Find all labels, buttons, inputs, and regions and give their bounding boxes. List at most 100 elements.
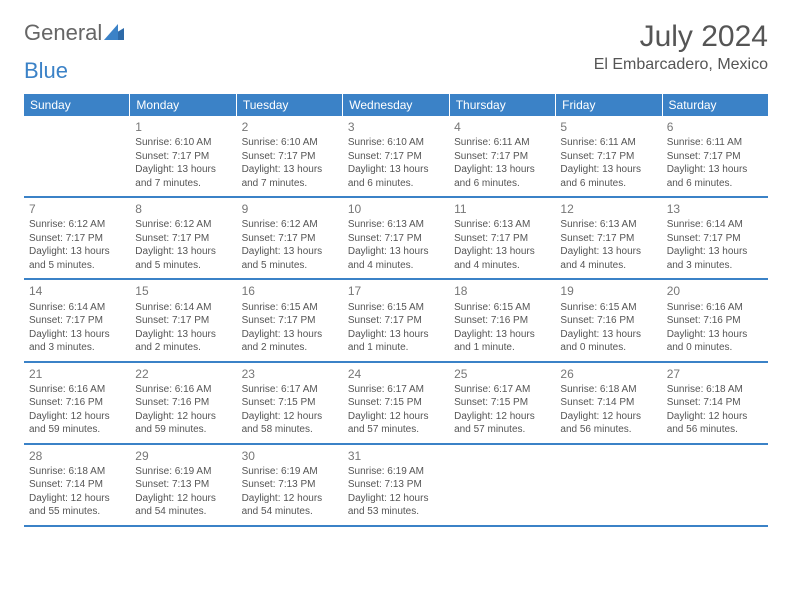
day-cell: 9Sunrise: 6:12 AMSunset: 7:17 PMDaylight… bbox=[237, 198, 343, 278]
day-number: 12 bbox=[560, 201, 656, 217]
day-number: 28 bbox=[29, 448, 125, 464]
sunrise-text: Sunrise: 6:13 AM bbox=[454, 218, 550, 232]
day-cell: 20Sunrise: 6:16 AMSunset: 7:16 PMDayligh… bbox=[662, 280, 768, 360]
sunrise-text: Sunrise: 6:11 AM bbox=[667, 136, 763, 150]
sunset-text: Sunset: 7:15 PM bbox=[454, 396, 550, 410]
day-cell bbox=[555, 445, 661, 525]
day-cell bbox=[24, 116, 130, 196]
sunset-text: Sunset: 7:17 PM bbox=[560, 150, 656, 164]
day-number: 5 bbox=[560, 119, 656, 135]
week-row: 28Sunrise: 6:18 AMSunset: 7:14 PMDayligh… bbox=[24, 445, 768, 527]
sunrise-text: Sunrise: 6:15 AM bbox=[454, 301, 550, 315]
day-header-sunday: Sunday bbox=[24, 94, 130, 116]
day-number: 26 bbox=[560, 366, 656, 382]
daylight-text: Daylight: 12 hours and 54 minutes. bbox=[135, 492, 231, 519]
sunset-text: Sunset: 7:17 PM bbox=[242, 314, 338, 328]
day-cell: 25Sunrise: 6:17 AMSunset: 7:15 PMDayligh… bbox=[449, 363, 555, 443]
sunrise-text: Sunrise: 6:11 AM bbox=[560, 136, 656, 150]
week-row: 7Sunrise: 6:12 AMSunset: 7:17 PMDaylight… bbox=[24, 198, 768, 280]
sunrise-text: Sunrise: 6:13 AM bbox=[560, 218, 656, 232]
sunset-text: Sunset: 7:16 PM bbox=[29, 396, 125, 410]
day-cell: 30Sunrise: 6:19 AMSunset: 7:13 PMDayligh… bbox=[237, 445, 343, 525]
day-cell: 27Sunrise: 6:18 AMSunset: 7:14 PMDayligh… bbox=[662, 363, 768, 443]
day-cell: 19Sunrise: 6:15 AMSunset: 7:16 PMDayligh… bbox=[555, 280, 661, 360]
day-number: 17 bbox=[348, 283, 444, 299]
sunset-text: Sunset: 7:17 PM bbox=[135, 314, 231, 328]
day-number: 7 bbox=[29, 201, 125, 217]
sunrise-text: Sunrise: 6:12 AM bbox=[242, 218, 338, 232]
sunset-text: Sunset: 7:17 PM bbox=[454, 232, 550, 246]
day-number: 18 bbox=[454, 283, 550, 299]
sunrise-text: Sunrise: 6:15 AM bbox=[560, 301, 656, 315]
daylight-text: Daylight: 13 hours and 5 minutes. bbox=[29, 245, 125, 272]
sunrise-text: Sunrise: 6:14 AM bbox=[135, 301, 231, 315]
sunrise-text: Sunrise: 6:13 AM bbox=[348, 218, 444, 232]
day-number: 1 bbox=[135, 119, 231, 135]
sunrise-text: Sunrise: 6:18 AM bbox=[667, 383, 763, 397]
day-number: 8 bbox=[135, 201, 231, 217]
day-number: 6 bbox=[667, 119, 763, 135]
daylight-text: Daylight: 12 hours and 54 minutes. bbox=[242, 492, 338, 519]
sunrise-text: Sunrise: 6:10 AM bbox=[348, 136, 444, 150]
sunset-text: Sunset: 7:17 PM bbox=[454, 150, 550, 164]
sunrise-text: Sunrise: 6:10 AM bbox=[135, 136, 231, 150]
day-header-tuesday: Tuesday bbox=[237, 94, 343, 116]
day-cell: 5Sunrise: 6:11 AMSunset: 7:17 PMDaylight… bbox=[555, 116, 661, 196]
calendar: SundayMondayTuesdayWednesdayThursdayFrid… bbox=[24, 94, 768, 527]
week-row: 14Sunrise: 6:14 AMSunset: 7:17 PMDayligh… bbox=[24, 280, 768, 362]
sunrise-text: Sunrise: 6:17 AM bbox=[242, 383, 338, 397]
sunset-text: Sunset: 7:15 PM bbox=[348, 396, 444, 410]
sunrise-text: Sunrise: 6:14 AM bbox=[667, 218, 763, 232]
sunrise-text: Sunrise: 6:14 AM bbox=[29, 301, 125, 315]
sunrise-text: Sunrise: 6:16 AM bbox=[29, 383, 125, 397]
daylight-text: Daylight: 12 hours and 59 minutes. bbox=[29, 410, 125, 437]
sunset-text: Sunset: 7:16 PM bbox=[135, 396, 231, 410]
day-number: 16 bbox=[242, 283, 338, 299]
day-header-monday: Monday bbox=[130, 94, 236, 116]
day-number: 30 bbox=[242, 448, 338, 464]
day-number: 10 bbox=[348, 201, 444, 217]
daylight-text: Daylight: 12 hours and 57 minutes. bbox=[348, 410, 444, 437]
sunset-text: Sunset: 7:17 PM bbox=[29, 314, 125, 328]
sunset-text: Sunset: 7:14 PM bbox=[29, 478, 125, 492]
sunset-text: Sunset: 7:17 PM bbox=[667, 232, 763, 246]
day-number: 31 bbox=[348, 448, 444, 464]
sunrise-text: Sunrise: 6:12 AM bbox=[29, 218, 125, 232]
sunrise-text: Sunrise: 6:12 AM bbox=[135, 218, 231, 232]
daylight-text: Daylight: 13 hours and 1 minute. bbox=[348, 328, 444, 355]
day-cell: 6Sunrise: 6:11 AMSunset: 7:17 PMDaylight… bbox=[662, 116, 768, 196]
sunrise-text: Sunrise: 6:18 AM bbox=[560, 383, 656, 397]
daylight-text: Daylight: 13 hours and 1 minute. bbox=[454, 328, 550, 355]
sunset-text: Sunset: 7:16 PM bbox=[560, 314, 656, 328]
sunset-text: Sunset: 7:13 PM bbox=[348, 478, 444, 492]
sunrise-text: Sunrise: 6:15 AM bbox=[242, 301, 338, 315]
sunset-text: Sunset: 7:16 PM bbox=[454, 314, 550, 328]
sunrise-text: Sunrise: 6:17 AM bbox=[348, 383, 444, 397]
day-cell bbox=[662, 445, 768, 525]
day-number: 25 bbox=[454, 366, 550, 382]
day-number: 13 bbox=[667, 201, 763, 217]
daylight-text: Daylight: 13 hours and 2 minutes. bbox=[135, 328, 231, 355]
day-number: 20 bbox=[667, 283, 763, 299]
daylight-text: Daylight: 13 hours and 0 minutes. bbox=[667, 328, 763, 355]
sunrise-text: Sunrise: 6:19 AM bbox=[242, 465, 338, 479]
day-number: 15 bbox=[135, 283, 231, 299]
sunrise-text: Sunrise: 6:17 AM bbox=[454, 383, 550, 397]
daylight-text: Daylight: 13 hours and 6 minutes. bbox=[560, 163, 656, 190]
sunset-text: Sunset: 7:17 PM bbox=[348, 150, 444, 164]
day-cell: 21Sunrise: 6:16 AMSunset: 7:16 PMDayligh… bbox=[24, 363, 130, 443]
day-header-row: SundayMondayTuesdayWednesdayThursdayFrid… bbox=[24, 94, 768, 116]
daylight-text: Daylight: 13 hours and 7 minutes. bbox=[242, 163, 338, 190]
day-cell: 24Sunrise: 6:17 AMSunset: 7:15 PMDayligh… bbox=[343, 363, 449, 443]
daylight-text: Daylight: 13 hours and 6 minutes. bbox=[667, 163, 763, 190]
day-number: 22 bbox=[135, 366, 231, 382]
sunrise-text: Sunrise: 6:19 AM bbox=[135, 465, 231, 479]
daylight-text: Daylight: 12 hours and 56 minutes. bbox=[560, 410, 656, 437]
day-header-friday: Friday bbox=[556, 94, 662, 116]
daylight-text: Daylight: 13 hours and 4 minutes. bbox=[348, 245, 444, 272]
sunset-text: Sunset: 7:17 PM bbox=[242, 150, 338, 164]
daylight-text: Daylight: 12 hours and 58 minutes. bbox=[242, 410, 338, 437]
daylight-text: Daylight: 12 hours and 56 minutes. bbox=[667, 410, 763, 437]
day-cell: 16Sunrise: 6:15 AMSunset: 7:17 PMDayligh… bbox=[237, 280, 343, 360]
logo-icon bbox=[104, 20, 124, 46]
